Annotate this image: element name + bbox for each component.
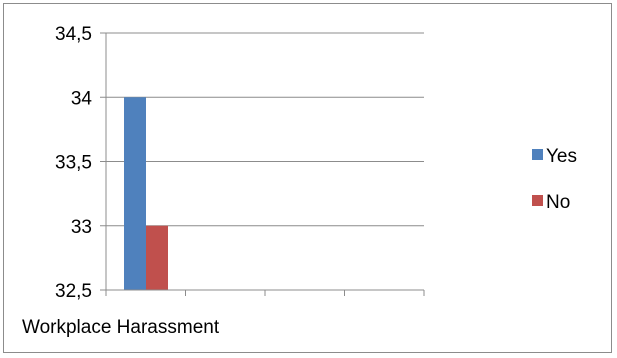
x-category-label: Workplace Harassment	[22, 317, 220, 338]
legend: Yes No	[532, 146, 577, 213]
y-tick-label: 34	[71, 88, 93, 109]
chart-frame	[3, 3, 612, 353]
legend-label-no: No	[546, 192, 570, 213]
legend-swatch-no	[532, 195, 543, 206]
x-axis-categories: Workplace Harassment	[22, 317, 220, 338]
y-tick-label: 33,5	[55, 153, 92, 174]
legend-label-yes: Yes	[546, 146, 577, 167]
y-tick-label: 32,5	[55, 281, 92, 302]
gridlines	[106, 32, 424, 227]
y-tick-label: 33	[71, 217, 92, 238]
y-axis-ticks: 32,5 33 33,5 34 34,5	[55, 24, 92, 302]
legend-swatch-yes	[532, 149, 543, 160]
axes	[100, 32, 425, 296]
bar-yes	[124, 97, 146, 290]
y-tick-label: 34,5	[55, 24, 92, 45]
bar-no	[146, 225, 168, 290]
bars	[124, 97, 168, 290]
